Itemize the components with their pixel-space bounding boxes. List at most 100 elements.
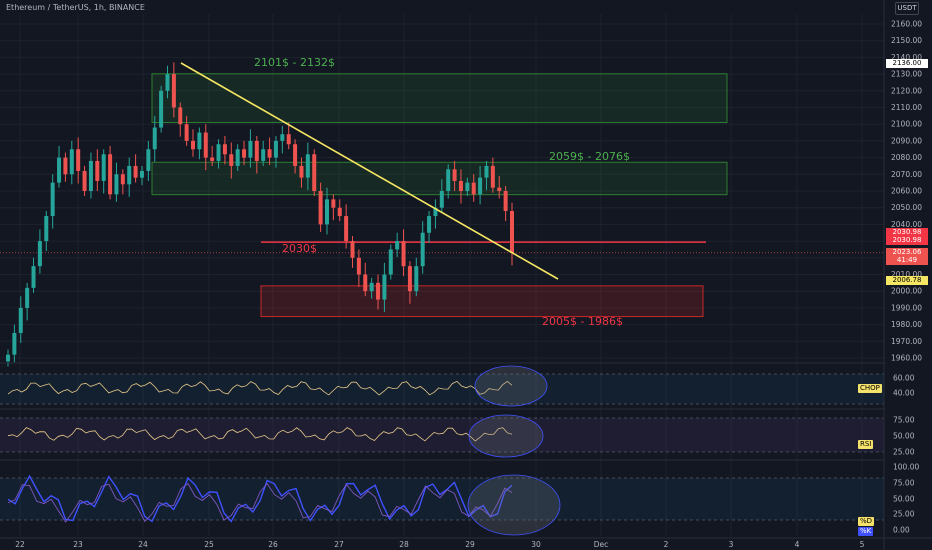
candle-body (363, 274, 368, 292)
price-tick-label: 1990.00 (891, 303, 922, 312)
candle-body (63, 157, 68, 175)
time-tick-label: 30 (531, 540, 541, 549)
candle-body (6, 354, 10, 362)
candle-body (293, 144, 298, 166)
candle-body (216, 144, 221, 161)
candle-body (458, 180, 463, 191)
time-tick-label: 23 (73, 540, 83, 549)
candle-body (165, 74, 170, 91)
chop-line (7, 380, 513, 396)
stoch-d-label: %D (858, 517, 875, 526)
rsi-tick-label: 50.00 (893, 432, 915, 441)
zone-middle-label: 2059$ - 2076$ (549, 150, 630, 163)
line-label: 2030$ (282, 242, 317, 255)
zone-upper-box (151, 73, 728, 124)
zone-upper-label: 2101$ - 2132$ (254, 56, 335, 69)
candle-body (120, 174, 125, 185)
price-tick-label: 1970.00 (891, 337, 922, 346)
candle-body (191, 140, 196, 150)
price-tick-label: 2120.00 (891, 86, 922, 95)
candle-body (197, 132, 202, 150)
stoch-tick-label: 25.00 (893, 510, 915, 519)
candle-body (254, 140, 259, 161)
zone-lower-label: 2005$ - 1986$ (542, 315, 623, 328)
candle-body (420, 232, 425, 267)
time-tick-label: 5 (860, 540, 865, 549)
rsi-line (7, 427, 513, 442)
candle-body (222, 144, 227, 155)
candle-body (133, 165, 138, 178)
chop-label: CHOP (858, 384, 882, 393)
time-tick-label: 25 (204, 540, 214, 549)
price-tick-label: 2060.00 (891, 187, 922, 196)
time-tick-label: 3 (729, 540, 734, 549)
rsi-tick-label: 75.00 (893, 416, 915, 425)
time-tick-label: 4 (795, 540, 800, 549)
time-tick-label: Dec (594, 540, 609, 549)
candle-body (510, 211, 514, 253)
candle-body (12, 332, 17, 355)
candle-body (344, 216, 349, 242)
candle-body (146, 149, 151, 171)
candle-body (312, 154, 317, 191)
currency-button[interactable]: USDT (895, 2, 919, 15)
trendline-layer (180, 62, 559, 280)
candle-body (101, 154, 106, 181)
time-tick-label: 24 (138, 540, 148, 549)
candle-body (305, 154, 310, 178)
price-tick-label: 2080.00 (891, 153, 922, 162)
candle-body (229, 154, 234, 166)
candle-body (25, 287, 30, 308)
price-tick-label: 2090.00 (891, 136, 922, 145)
candle-body (235, 149, 240, 166)
stoch-k-label: %K (858, 527, 874, 536)
candle-body (478, 177, 483, 195)
candle-body (95, 160, 100, 181)
price-tick-label: 2150.00 (891, 36, 922, 45)
rsi-label: RSI (858, 440, 874, 449)
time-tick-label: 28 (399, 540, 409, 549)
candle-body (369, 282, 374, 292)
candle-body (337, 207, 342, 217)
price-tag-2006: 2006.78 (886, 276, 928, 285)
zones-layer (0, 73, 884, 318)
candle-body (490, 165, 495, 188)
candle-body (184, 124, 189, 141)
candle-body (203, 132, 208, 158)
candle-body (299, 165, 304, 178)
price-tick-label: 1980.00 (891, 320, 922, 329)
candle-body (388, 249, 393, 275)
candle-body (31, 266, 36, 288)
price-tick-label: 2140.00 (891, 53, 922, 62)
candle-body (280, 134, 285, 141)
price-tick-label: 2160.00 (891, 20, 922, 29)
price-tag-timer: 41:49 (886, 256, 928, 265)
stoch-tick-label: 75.00 (893, 479, 915, 488)
symbol-title: Ethereum / TetherUS, 1h, BINANCE (6, 3, 145, 12)
candle-body (286, 134, 291, 145)
candle-body (439, 191, 444, 208)
candle-body (159, 90, 164, 128)
chop-highlight-ellipse (474, 365, 548, 407)
price-tag-2136: 2136.00 (886, 59, 928, 68)
candle-body (57, 157, 62, 183)
stoch-d-line (7, 482, 513, 523)
candle-body (44, 216, 49, 242)
candles-layer (6, 62, 514, 367)
candle-body (248, 140, 253, 158)
price-tick-label: 2050.00 (891, 203, 922, 212)
candle-body (414, 266, 419, 292)
candle-body (484, 165, 489, 178)
candle-body (395, 241, 400, 250)
candle-body (318, 191, 323, 225)
zone-lower-box (260, 285, 704, 318)
candle-body (261, 149, 266, 161)
price-tick-label: 2040.00 (891, 220, 922, 229)
candle-body (433, 207, 438, 217)
candle-body (331, 199, 336, 208)
chop-tick-label: 60.00 (893, 374, 915, 383)
rsi-pane-band (0, 418, 884, 452)
candle-body (324, 199, 329, 225)
candle-body (50, 182, 55, 217)
